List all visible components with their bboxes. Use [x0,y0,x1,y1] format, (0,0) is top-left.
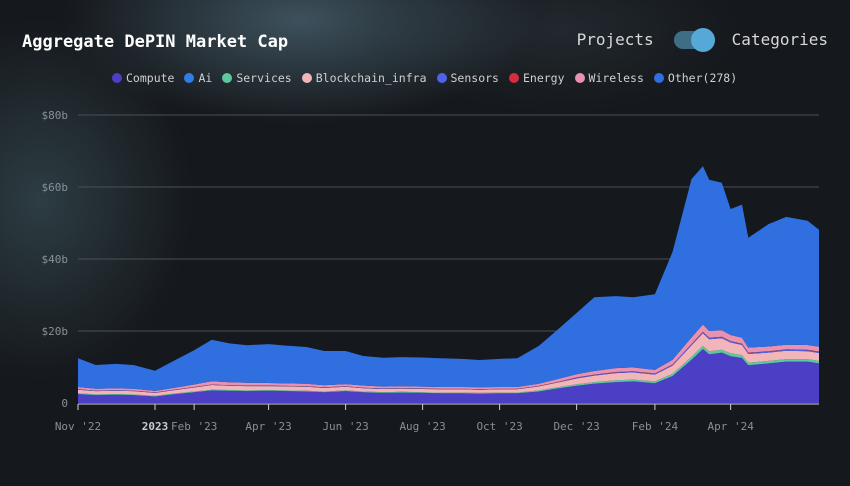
legend-label: Energy [522,71,565,85]
legend-label: Wireless [588,71,644,85]
x-tick-label: Apr '24 [707,420,754,433]
legend-item-sensors[interactable]: Sensors [436,71,499,85]
legend-swatch [574,73,585,83]
legend-label: Sensors [450,71,499,85]
legend-item-services[interactable]: Services [222,71,292,85]
x-axis: Nov '22 2023 Feb '23 Apr '23 Jun '23 Aug '23 O… [55,403,819,433]
y-tick-label: $80b [42,109,69,122]
x-tick-label: Aug '23 [399,420,445,433]
legend-label: Services [236,71,292,85]
legend-swatch [653,73,664,83]
legend-label: Ai [198,71,213,85]
legend-swatch [222,73,233,83]
y-tick-label: $60b [42,181,69,194]
legend-label: Other(278) [667,71,738,85]
view-toggle: Projects Categories [576,27,828,52]
x-tick-label: Apr '23 [245,420,291,433]
y-tick-label: $20b [42,325,69,338]
legend-item-wireless[interactable]: Wireless [574,71,644,85]
x-tick-label: Nov '22 [55,420,101,433]
x-tick-label: Jun '23 [322,420,368,433]
y-tick-label: 0 [61,397,68,410]
x-tick-label: Feb '23 [171,420,217,433]
legend-item-other-278-[interactable]: Other(278) [653,71,738,85]
x-tick-label: 2023 [142,420,169,433]
toggle-label-projects[interactable]: Projects [576,30,654,49]
chart-legend: Compute Ai Services Blockchain_infra Sensors… [112,71,737,85]
toggle-label-categories[interactable]: Categories [731,30,828,49]
projects-categories-switch[interactable] [673,27,715,52]
legend-item-ai[interactable]: Ai [184,71,212,85]
legend-label: Compute [126,71,175,85]
area-other-278- [78,166,819,391]
legend-swatch [184,73,195,83]
legend-label: Blockchain_infra [315,71,427,85]
y-axis: 0 $20b $40b $60b $80b [42,109,69,410]
legend-swatch [436,73,447,83]
x-tick-label: Dec '23 [553,420,599,433]
y-tick-label: $40b [42,253,69,266]
legend-swatch [112,73,122,83]
legend-swatch [508,73,519,83]
x-tick-label: Feb '24 [632,420,679,433]
x-tick-label: Oct '23 [476,420,522,433]
area-compute [78,349,819,403]
page-title: Aggregate DePIN Market Cap [22,32,289,52]
legend-swatch [301,73,312,83]
switch-knob[interactable] [690,27,715,52]
legend-item-energy[interactable]: Energy [508,71,565,85]
legend-item-blockchain-infra[interactable]: Blockchain_infra [301,71,427,85]
legend-item-compute[interactable]: Compute [112,71,174,85]
stacked-areas [78,166,819,403]
